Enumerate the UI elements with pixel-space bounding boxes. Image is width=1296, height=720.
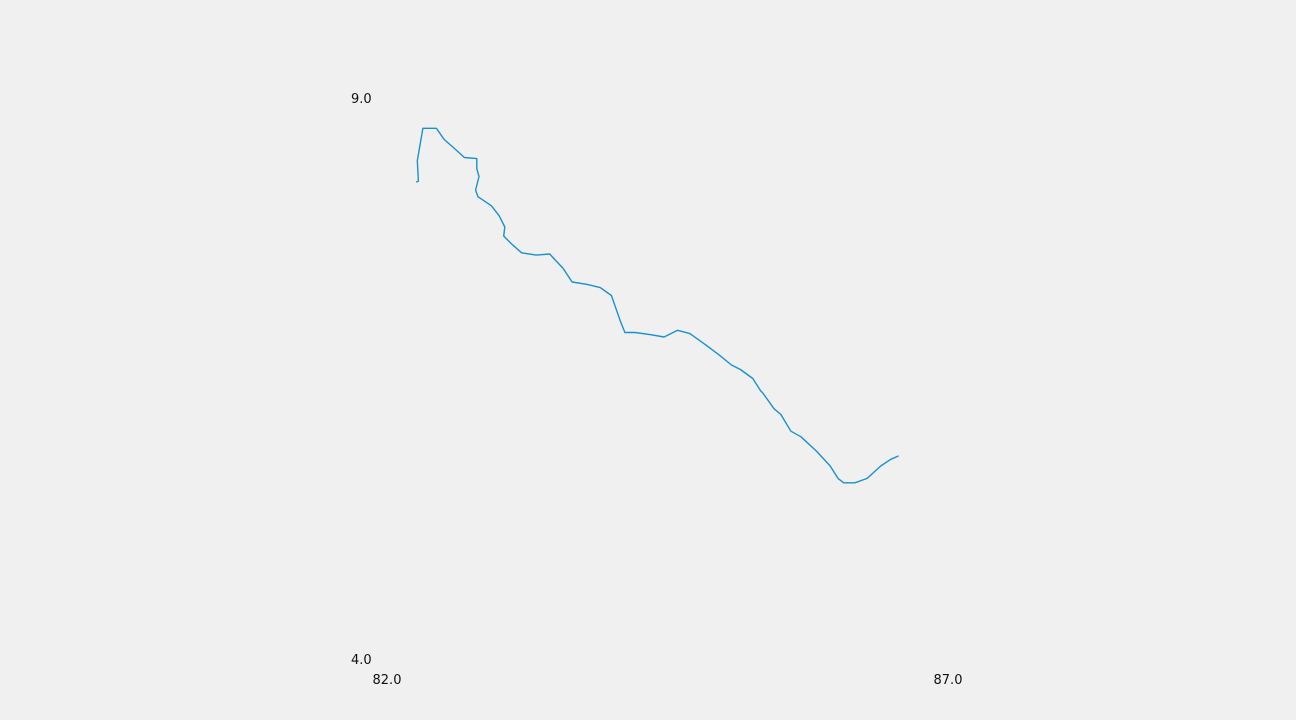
x-tick-label-right: 87.0 — [934, 673, 963, 688]
y-tick-label-bottom: 4.0 — [351, 653, 372, 668]
x-tick-label-left: 82.0 — [373, 673, 402, 688]
series-line — [415, 127, 899, 484]
y-tick-label-top: 9.0 — [351, 92, 372, 107]
